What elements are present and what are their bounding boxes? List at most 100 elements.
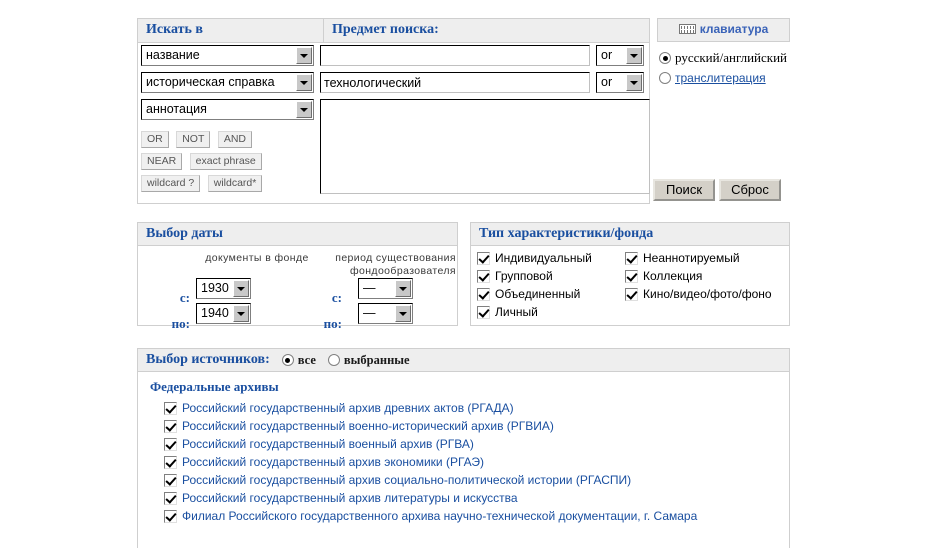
chevron-down-icon[interactable] (626, 47, 642, 64)
search-field-select-3[interactable]: аннотация (141, 99, 314, 120)
chevron-down-icon[interactable] (296, 47, 312, 64)
operator-buttons: OR NOT AND NEAR exact phrase wildcard ? … (141, 129, 291, 195)
date-founder-to-select[interactable]: — (358, 303, 413, 324)
search-operator-select-2[interactable]: or (596, 72, 644, 93)
type-checkbox-unannotated-label: Неаннотируемый (643, 251, 740, 265)
archive-list: Российский государственный архив древних… (138, 401, 789, 523)
checkbox-icon[interactable] (477, 251, 490, 265)
type-panel-header: Тип характеристики/фонда (471, 223, 789, 246)
type-panel: Тип характеристики/фонда Индивидуальный … (470, 222, 790, 326)
keyboard-label: клавиатура (699, 22, 769, 36)
type-column-1: Индивидуальный Групповой Объединенный Ли… (477, 251, 625, 319)
type-checkbox-collection[interactable]: Коллекция (625, 269, 789, 283)
type-checkbox-media[interactable]: Кино/видео/фото/фоно (625, 287, 789, 301)
list-item[interactable]: Российский государственный архив экономи… (164, 455, 789, 469)
checkbox-icon[interactable] (477, 269, 490, 283)
archive-link[interactable]: Российский государственный архив экономи… (182, 455, 485, 469)
language-options: русский/английский транслитерация (659, 50, 809, 85)
search-operator-select-1[interactable]: or (596, 45, 644, 66)
date-col2-to-label: по: (323, 316, 342, 331)
checkbox-icon[interactable] (477, 305, 490, 319)
date-col1-caption: документы в фонде (205, 252, 309, 264)
chevron-down-icon[interactable] (296, 74, 312, 91)
reset-button[interactable]: Сброс (719, 179, 781, 201)
operator-button-near[interactable]: NEAR (141, 153, 183, 170)
checkbox-icon[interactable] (625, 287, 638, 301)
radio-all-icon[interactable] (281, 354, 294, 366)
type-checkbox-united[interactable]: Объединенный (477, 287, 625, 301)
operator-button-wildcard-star[interactable]: wildcard* (207, 175, 263, 192)
archive-link[interactable]: Российский государственный архив литерат… (182, 491, 518, 505)
date-documents-to-select[interactable]: 1940 (196, 303, 251, 324)
date-founder-to-value: — (363, 306, 376, 320)
date-panel-header: Выбор даты (138, 223, 457, 246)
checkbox-icon[interactable] (625, 269, 638, 283)
search-button[interactable]: Поиск (653, 179, 715, 201)
type-checkbox-unannotated[interactable]: Неаннотируемый (625, 251, 789, 265)
date-documents-from-select[interactable]: 1930 (196, 278, 251, 299)
date-founder-from-value: — (363, 281, 376, 295)
chevron-down-icon[interactable] (296, 101, 312, 118)
checkbox-icon[interactable] (164, 419, 177, 433)
search-operator-select-2-value: or (601, 75, 613, 89)
list-item[interactable]: Российский государственный архив социаль… (164, 473, 789, 487)
date-col2-caption-line2: фондообразователя (349, 265, 456, 277)
list-item[interactable]: Филиал Российского государственного архи… (164, 509, 789, 523)
sources-scope-selected-label: выбранные (343, 352, 410, 367)
list-item[interactable]: Российский государственный архив древних… (164, 401, 789, 415)
search-value-textarea-3[interactable] (320, 99, 650, 194)
archive-link[interactable]: Российский государственный военный архив… (182, 437, 474, 451)
checkbox-icon[interactable] (625, 251, 638, 265)
checkbox-icon[interactable] (164, 437, 177, 451)
language-option-translit[interactable]: транслитерация (659, 71, 809, 85)
search-in-header: Искать в (138, 19, 324, 43)
radio-selected-icon[interactable] (327, 354, 340, 366)
sources-scope-all[interactable]: все (281, 353, 316, 368)
archive-link[interactable]: Российский государственный архив социаль… (182, 473, 632, 487)
date-founder-from-select[interactable]: — (358, 278, 413, 299)
chevron-down-icon[interactable] (395, 280, 411, 297)
sources-scope-selected[interactable]: выбранные (327, 352, 410, 368)
type-checkbox-group[interactable]: Групповой (477, 269, 625, 283)
type-checkbox-individual-label: Индивидуальный (495, 251, 592, 265)
checkbox-icon[interactable] (164, 491, 177, 505)
search-value-input-1[interactable] (320, 45, 590, 66)
sources-panel: Выбор источников: все выбранные Федераль… (137, 348, 790, 548)
keyboard-header[interactable]: клавиатура (657, 18, 790, 42)
list-item[interactable]: Российский государственный архив литерат… (164, 491, 789, 505)
checkbox-icon[interactable] (164, 401, 177, 415)
checkbox-icon[interactable] (164, 455, 177, 469)
archive-link[interactable]: Филиал Российского государственного архи… (182, 509, 698, 523)
list-item[interactable]: Российский государственный военно-истори… (164, 419, 789, 433)
chevron-down-icon[interactable] (395, 305, 411, 322)
checkbox-icon[interactable] (477, 287, 490, 301)
type-checkbox-personal[interactable]: Личный (477, 305, 625, 319)
date-col1-to-label: по: (171, 316, 190, 331)
search-field-select-1[interactable]: название (141, 45, 314, 66)
operator-button-and[interactable]: AND (217, 131, 252, 148)
operator-button-exact-phrase[interactable]: exact phrase (189, 153, 262, 170)
search-field-select-2[interactable]: историческая справка (141, 72, 314, 93)
type-checkbox-group-label: Групповой (495, 269, 553, 283)
search-operator-select-1-value: or (601, 48, 613, 62)
radio-translit-icon[interactable] (659, 72, 671, 84)
archive-link[interactable]: Российский государственный архив древних… (182, 401, 514, 415)
search-field-select-3-value: аннотация (146, 102, 207, 116)
radio-ru-en-icon[interactable] (659, 52, 671, 64)
list-item[interactable]: Российский государственный военный архив… (164, 437, 789, 451)
operator-button-wildcard-q[interactable]: wildcard ? (141, 175, 201, 192)
chevron-down-icon[interactable] (233, 305, 249, 322)
chevron-down-icon[interactable] (626, 74, 642, 91)
operator-button-or[interactable]: OR (141, 131, 169, 148)
type-checkbox-collection-label: Коллекция (643, 269, 703, 283)
language-option-ru-en[interactable]: русский/английский (659, 50, 809, 66)
date-col2-caption-line1: период существования (335, 252, 456, 264)
type-checkbox-personal-label: Личный (495, 305, 538, 319)
archive-link[interactable]: Российский государственный военно-истори… (182, 419, 554, 433)
operator-button-not[interactable]: NOT (176, 131, 211, 148)
type-checkbox-individual[interactable]: Индивидуальный (477, 251, 625, 265)
chevron-down-icon[interactable] (233, 280, 249, 297)
checkbox-icon[interactable] (164, 509, 177, 523)
checkbox-icon[interactable] (164, 473, 177, 487)
search-value-input-2[interactable]: технологический (320, 72, 590, 93)
